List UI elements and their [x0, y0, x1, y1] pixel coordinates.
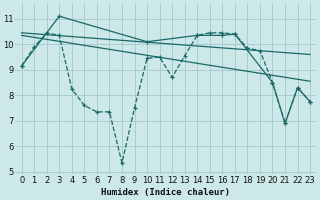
X-axis label: Humidex (Indice chaleur): Humidex (Indice chaleur)	[101, 188, 230, 197]
